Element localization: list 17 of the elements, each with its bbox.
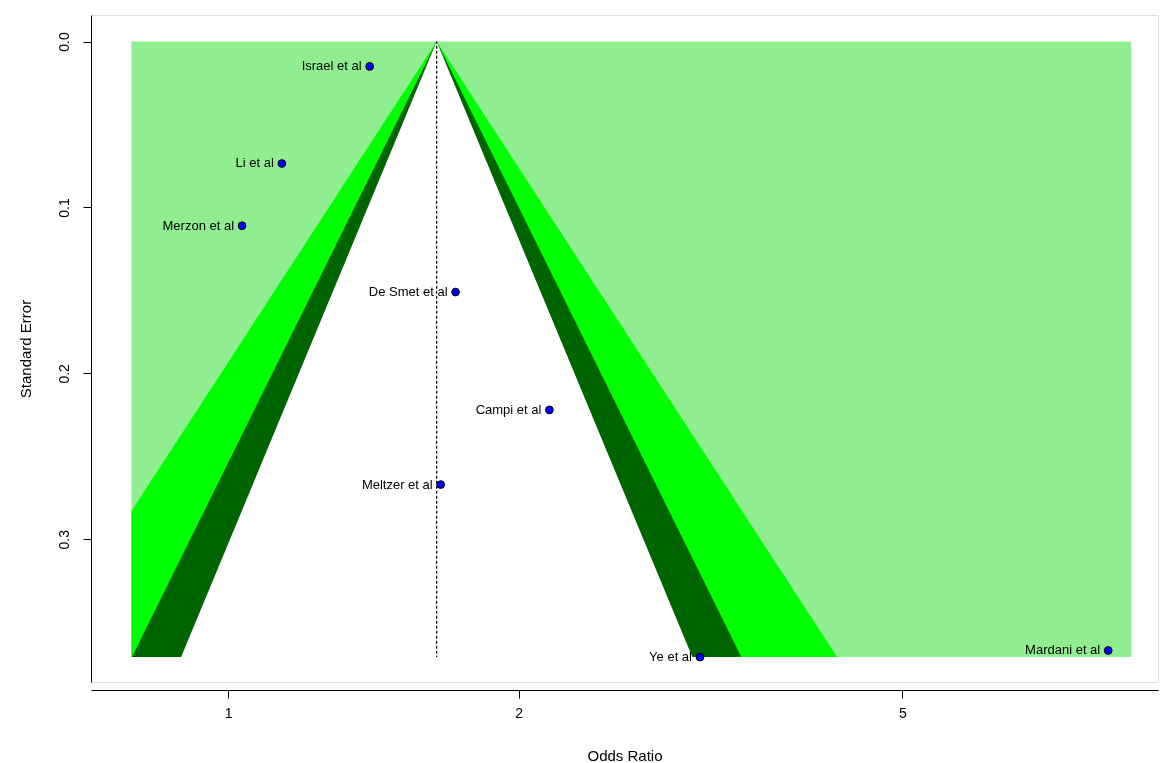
y-tick-label: 0.3 [55,529,72,550]
y-tick-label: 0.2 [55,363,72,384]
annotation: Israel et al [301,58,362,74]
annotation: De Smet et al [368,284,448,300]
annotation: Li et al [235,155,274,171]
y-tick-label: 0.0 [55,32,72,52]
y-axis-title: Standard Error [16,299,34,399]
x-tick-label: 5 [899,704,908,721]
x-tick-label: 2 [515,704,524,721]
annotation: Campi et al [475,401,542,417]
x-tick-label: 1 [224,704,233,721]
annotation: Meltzer et al [361,476,433,492]
annotation: Mardani et al [1025,642,1101,658]
annotation: Ye et al [649,649,693,665]
annotation: Merzon et al [162,217,235,233]
y-tick-label: 0.1 [55,198,72,218]
x-axis-title: Odds Ratio [587,746,663,763]
